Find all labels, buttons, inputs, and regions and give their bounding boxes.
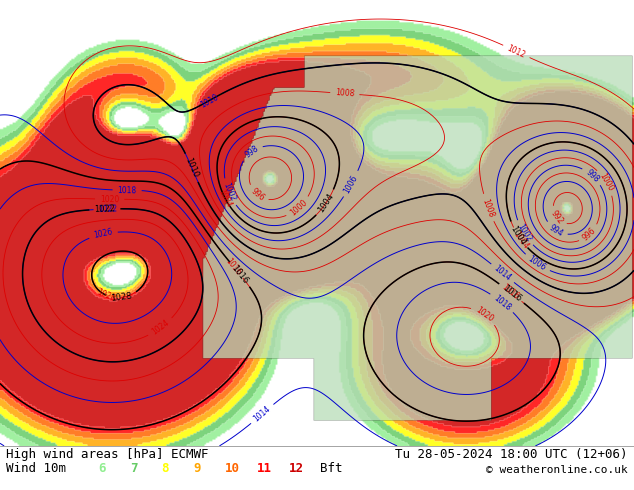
Text: 1020: 1020 bbox=[100, 195, 119, 204]
Text: 1022: 1022 bbox=[98, 204, 118, 214]
Text: 1014: 1014 bbox=[492, 264, 513, 283]
Text: 1022: 1022 bbox=[94, 204, 115, 214]
Text: 9: 9 bbox=[193, 462, 201, 474]
Text: 12: 12 bbox=[288, 462, 304, 474]
Text: 1016: 1016 bbox=[501, 283, 523, 303]
Text: 1016: 1016 bbox=[500, 283, 521, 302]
Text: 996: 996 bbox=[249, 187, 266, 203]
Text: 6: 6 bbox=[98, 462, 106, 474]
Text: 7: 7 bbox=[130, 462, 138, 474]
Text: 1018: 1018 bbox=[117, 186, 137, 195]
Text: 10: 10 bbox=[225, 462, 240, 474]
Text: 1006: 1006 bbox=[342, 173, 359, 195]
Text: 1004: 1004 bbox=[508, 224, 527, 246]
Text: 1008: 1008 bbox=[481, 197, 496, 219]
Text: 1004: 1004 bbox=[512, 229, 531, 250]
Text: 1028: 1028 bbox=[110, 292, 133, 303]
Text: High wind areas [hPa] ECMWF: High wind areas [hPa] ECMWF bbox=[6, 448, 209, 461]
Text: Bft: Bft bbox=[320, 462, 342, 474]
Text: 992: 992 bbox=[548, 209, 564, 226]
Text: 1006: 1006 bbox=[526, 254, 548, 272]
Text: 1004: 1004 bbox=[316, 192, 335, 214]
Text: 994: 994 bbox=[548, 222, 565, 238]
Text: 1010: 1010 bbox=[198, 92, 219, 109]
Text: © weatheronline.co.uk: © weatheronline.co.uk bbox=[486, 465, 628, 474]
Text: 996: 996 bbox=[581, 226, 598, 243]
Text: 998: 998 bbox=[584, 168, 601, 184]
Text: Wind 10m: Wind 10m bbox=[6, 462, 67, 474]
Text: 1014: 1014 bbox=[252, 404, 273, 423]
Text: 1002: 1002 bbox=[221, 182, 236, 203]
Text: 1010: 1010 bbox=[183, 156, 200, 179]
Text: 1020: 1020 bbox=[474, 306, 495, 324]
Text: 1016: 1016 bbox=[230, 264, 250, 286]
Text: 998: 998 bbox=[243, 144, 260, 160]
Text: 1008: 1008 bbox=[335, 88, 355, 99]
Text: 1024: 1024 bbox=[150, 318, 171, 337]
Text: 1004: 1004 bbox=[217, 188, 233, 209]
Text: 8: 8 bbox=[162, 462, 169, 474]
Text: 1018: 1018 bbox=[492, 293, 512, 312]
Text: 1000: 1000 bbox=[597, 172, 615, 193]
Text: Tu 28-05-2024 18:00 UTC (12+06): Tu 28-05-2024 18:00 UTC (12+06) bbox=[395, 448, 628, 461]
Text: 1012: 1012 bbox=[506, 43, 527, 59]
Text: 11: 11 bbox=[257, 462, 272, 474]
Text: 1016: 1016 bbox=[224, 256, 243, 277]
Text: 1028: 1028 bbox=[96, 288, 117, 303]
Text: 1000: 1000 bbox=[288, 198, 309, 218]
Text: 1026: 1026 bbox=[93, 228, 113, 241]
Text: 1002: 1002 bbox=[515, 223, 533, 244]
